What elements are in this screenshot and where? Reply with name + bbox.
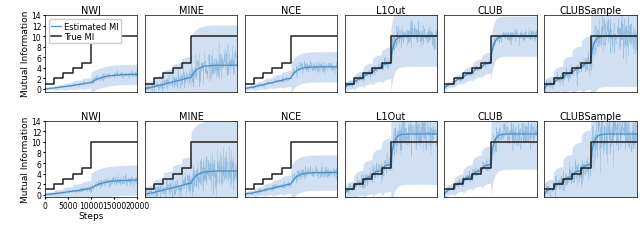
Title: CLUB: CLUB	[478, 111, 504, 121]
Title: CLUBSample: CLUBSample	[559, 111, 621, 121]
Title: CLUB: CLUB	[478, 6, 504, 16]
X-axis label: Steps: Steps	[78, 211, 104, 220]
Title: MINE: MINE	[179, 6, 204, 16]
Title: NCE: NCE	[281, 6, 301, 16]
Title: L1Out: L1Out	[376, 6, 405, 16]
Title: NCE: NCE	[281, 111, 301, 121]
Title: L1Out: L1Out	[376, 111, 405, 121]
Title: MINE: MINE	[179, 111, 204, 121]
Title: NWJ: NWJ	[81, 111, 101, 121]
Legend: Estimated MI, True MI: Estimated MI, True MI	[49, 20, 121, 44]
Title: NWJ: NWJ	[81, 6, 101, 16]
Y-axis label: Mutual Information: Mutual Information	[21, 11, 30, 97]
Title: CLUBSample: CLUBSample	[559, 6, 621, 16]
Y-axis label: Mutual Information: Mutual Information	[21, 116, 30, 202]
